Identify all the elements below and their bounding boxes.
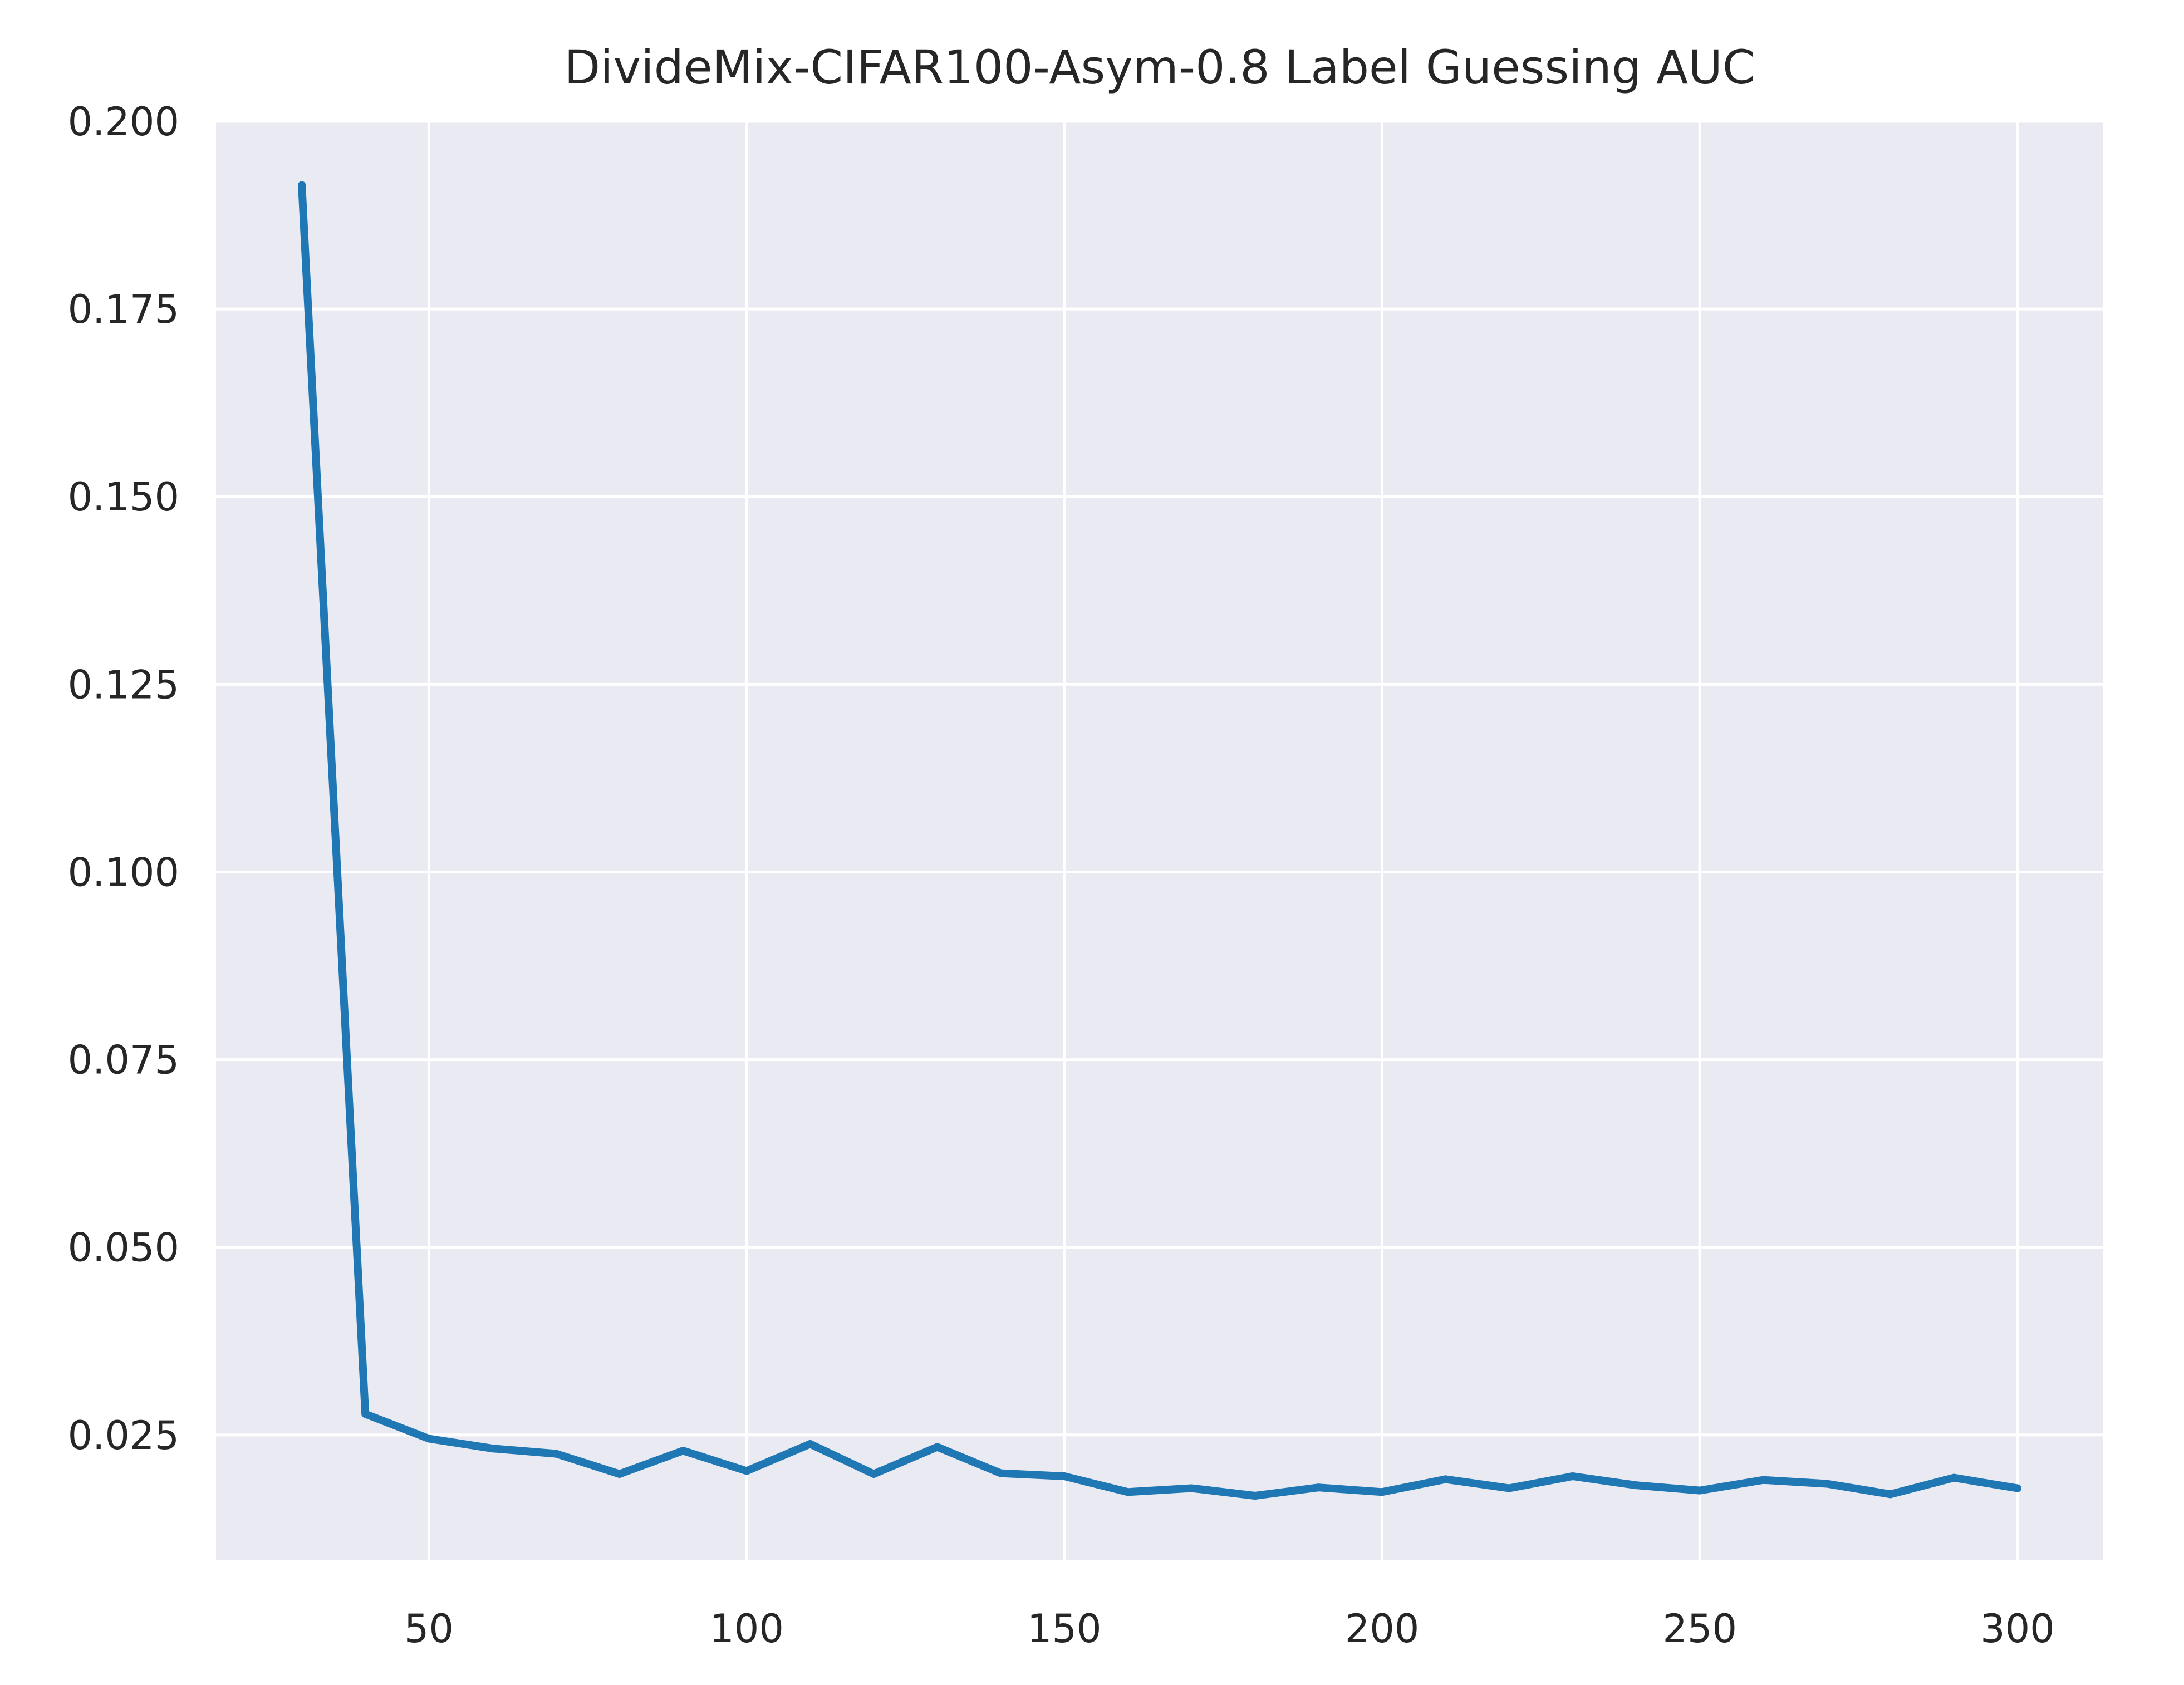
x-tick-label: 250 xyxy=(1662,1606,1737,1652)
data-point xyxy=(1632,1481,1641,1490)
data-point xyxy=(552,1450,560,1458)
tick-labels: 50 100 150 200 250 300 0.025 0.050 0.075 0.100 0.1… xyxy=(68,99,2055,1652)
x-tick-label: 200 xyxy=(1345,1606,1420,1652)
data-point xyxy=(679,1447,687,1455)
data-series xyxy=(298,181,2021,1500)
data-point xyxy=(1823,1480,1831,1488)
y-tick-label: 0.050 xyxy=(68,1225,179,1271)
y-tick-label: 0.150 xyxy=(68,474,179,520)
data-point xyxy=(1696,1486,1704,1495)
data-point xyxy=(298,181,306,189)
data-point xyxy=(1886,1490,1895,1499)
x-tick-label: 150 xyxy=(1027,1606,1102,1652)
data-point xyxy=(743,1467,751,1475)
data-point xyxy=(806,1440,814,1448)
data-point xyxy=(2013,1484,2021,1492)
data-point xyxy=(361,1410,370,1418)
x-tick-label: 50 xyxy=(404,1606,454,1652)
x-tick-label: 300 xyxy=(1980,1606,2055,1652)
data-point xyxy=(488,1445,497,1453)
series-line xyxy=(298,181,2021,1500)
x-tick-label: 100 xyxy=(709,1606,784,1652)
data-point xyxy=(615,1470,624,1478)
data-point xyxy=(1060,1472,1068,1480)
data-point xyxy=(425,1435,433,1443)
data-point xyxy=(1568,1472,1577,1480)
y-tick-label: 0.025 xyxy=(68,1413,179,1458)
grid-lines xyxy=(216,120,2103,1560)
data-point xyxy=(1441,1475,1450,1483)
data-point xyxy=(1187,1484,1196,1492)
data-point xyxy=(1759,1476,1768,1484)
data-point xyxy=(997,1469,1005,1477)
data-point xyxy=(1378,1488,1386,1496)
chart-title: DivideMix-CIFAR100-Asym-0.8 Label Guessi… xyxy=(565,40,1755,95)
y-tick-label: 0.100 xyxy=(68,849,179,895)
y-tick-label: 0.200 xyxy=(68,99,179,145)
data-point xyxy=(870,1470,878,1478)
data-point xyxy=(933,1443,941,1451)
data-point xyxy=(1251,1492,1259,1500)
y-tick-label: 0.125 xyxy=(68,662,179,708)
y-tick-label: 0.075 xyxy=(68,1038,179,1083)
data-point xyxy=(1505,1484,1513,1492)
plot-background xyxy=(216,121,2103,1560)
data-point xyxy=(1950,1473,1958,1482)
data-point xyxy=(1123,1488,1132,1496)
data-point xyxy=(1314,1483,1323,1492)
y-tick-label: 0.175 xyxy=(68,287,179,332)
